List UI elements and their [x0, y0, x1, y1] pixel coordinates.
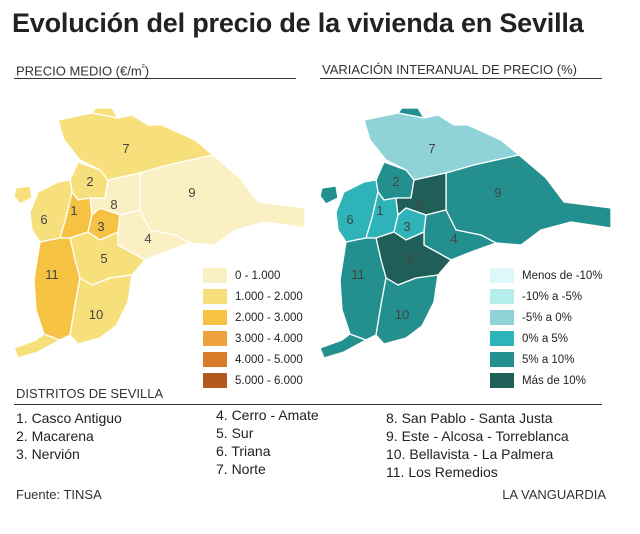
district-list-item: 8. San Pablo - Santa Justa [386, 410, 553, 426]
legend-label: 1.000 - 2.000 [235, 290, 303, 303]
legend-label: 0% a 5% [522, 332, 569, 345]
district-list-item: 6. Triana [216, 443, 271, 459]
left-legend-item: 4.000 - 5.000 [203, 349, 303, 370]
legend-label: Más de 10% [522, 374, 586, 387]
right-legend-item: Más de 10% [490, 370, 603, 391]
left-district-label-6: 6 [40, 212, 47, 227]
left-district-label-5: 5 [100, 251, 107, 266]
right-district-label-9: 9 [494, 185, 501, 200]
legend-swatch [203, 310, 227, 325]
right-district-label-2: 2 [392, 174, 399, 189]
legend-swatch [203, 373, 227, 388]
district-list-item: 2. Macarena [16, 428, 94, 444]
district-list-item: 5. Sur [216, 425, 254, 441]
legend-label: -10% a -5% [522, 290, 583, 303]
legend-label: -5% a 0% [522, 311, 572, 324]
left-legend-item: 1.000 - 2.000 [203, 286, 303, 307]
right-legend-item: 0% a 5% [490, 328, 603, 349]
legend-swatch [203, 289, 227, 304]
district-list-item: 7. Norte [216, 461, 266, 477]
right-district-label-6: 6 [346, 212, 353, 227]
source-note: Fuente: TINSA [16, 487, 102, 502]
right-district-9 [445, 154, 612, 246]
legend-swatch [490, 268, 514, 283]
legend-swatch [490, 331, 514, 346]
legend-swatch [203, 352, 227, 367]
left-district-label-2: 2 [86, 174, 93, 189]
legend-label: 0 - 1.000 [235, 269, 281, 282]
left-district-label-1: 1 [70, 203, 77, 218]
districts-heading: DISTRITOS DE SEVILLA [16, 386, 164, 401]
districts-column-2: 4. Cerro - Amate 5. Sur 6. Triana 7. Nor… [216, 406, 319, 478]
district-list-item: 11. Los Remedios [386, 464, 498, 480]
left-district-label-9: 9 [188, 185, 195, 200]
legend-label: Menos de -10% [522, 269, 603, 282]
legend-swatch [490, 373, 514, 388]
left-map-heading: PRECIO MEDIO (€/m²) [16, 62, 150, 79]
left-district-label-3: 3 [97, 219, 104, 234]
districts-rule [14, 404, 602, 405]
right-district-labels: 12 3 4 5 6 7 8 9 10 11 [346, 141, 501, 322]
publisher-credit: LA VANGUARDIA [502, 487, 606, 502]
left-district-labels: 12 3 4 5 6 7 8 9 10 11 [40, 141, 195, 322]
legend-label: 5.000 - 6.000 [235, 374, 303, 387]
right-district-label-5: 5 [406, 251, 413, 266]
legend-swatch [490, 310, 514, 325]
right-district-label-11: 11 [351, 267, 365, 282]
left-legend: 0 - 1.000 1.000 - 2.000 2.000 - 3.000 3.… [203, 265, 303, 391]
legend-swatch [490, 289, 514, 304]
right-map-heading: VARIACIÓN INTERANUAL DE PRECIO (%) [322, 62, 577, 77]
legend-label: 4.000 - 5.000 [235, 353, 303, 366]
left-legend-item: 3.000 - 4.000 [203, 328, 303, 349]
left-legend-item: 0 - 1.000 [203, 265, 303, 286]
left-district-label-11: 11 [45, 267, 59, 282]
right-heading-rule [320, 78, 602, 79]
left-district-label-4: 4 [144, 231, 151, 246]
left-legend-item: 5.000 - 6.000 [203, 370, 303, 391]
legend-label: 3.000 - 4.000 [235, 332, 303, 345]
right-legend-item: -10% a -5% [490, 286, 603, 307]
district-list-item: 3. Nervión [16, 446, 80, 462]
page-title: Evolución del precio de la vivienda en S… [12, 8, 584, 38]
right-district-label-7: 7 [428, 141, 435, 156]
right-legend-item: 5% a 10% [490, 349, 603, 370]
right-legend-item: -5% a 0% [490, 307, 603, 328]
district-list-item: 4. Cerro - Amate [216, 407, 319, 423]
legend-swatch [203, 268, 227, 283]
right-district-label-3: 3 [403, 219, 410, 234]
left-district-label-8: 8 [110, 197, 117, 212]
left-district-label-7: 7 [122, 141, 129, 156]
left-heading-rule [14, 78, 296, 79]
legend-swatch [203, 331, 227, 346]
district-list-item: 9. Este - Alcosa - Torreblanca [386, 428, 569, 444]
left-legend-item: 2.000 - 3.000 [203, 307, 303, 328]
right-legend: Menos de -10% -10% a -5% -5% a 0% 0% a 5… [490, 265, 603, 391]
right-district-label-1: 1 [376, 203, 383, 218]
right-district-label-8: 8 [416, 197, 423, 212]
districts-column-1: 1. Casco Antiguo 2. Macarena 3. Nervión [16, 409, 122, 463]
legend-label: 5% a 10% [522, 353, 575, 366]
left-district-label-10: 10 [89, 307, 103, 322]
districts-column-3: 8. San Pablo - Santa Justa 9. Este - Alc… [386, 409, 569, 481]
left-district-9 [139, 154, 306, 246]
right-district-label-4: 4 [450, 231, 457, 246]
right-legend-item: Menos de -10% [490, 265, 603, 286]
district-list-item: 10. Bellavista - La Palmera [386, 446, 554, 462]
legend-swatch [490, 352, 514, 367]
legend-label: 2.000 - 3.000 [235, 311, 303, 324]
right-district-label-10: 10 [395, 307, 409, 322]
district-list-item: 1. Casco Antiguo [16, 410, 122, 426]
